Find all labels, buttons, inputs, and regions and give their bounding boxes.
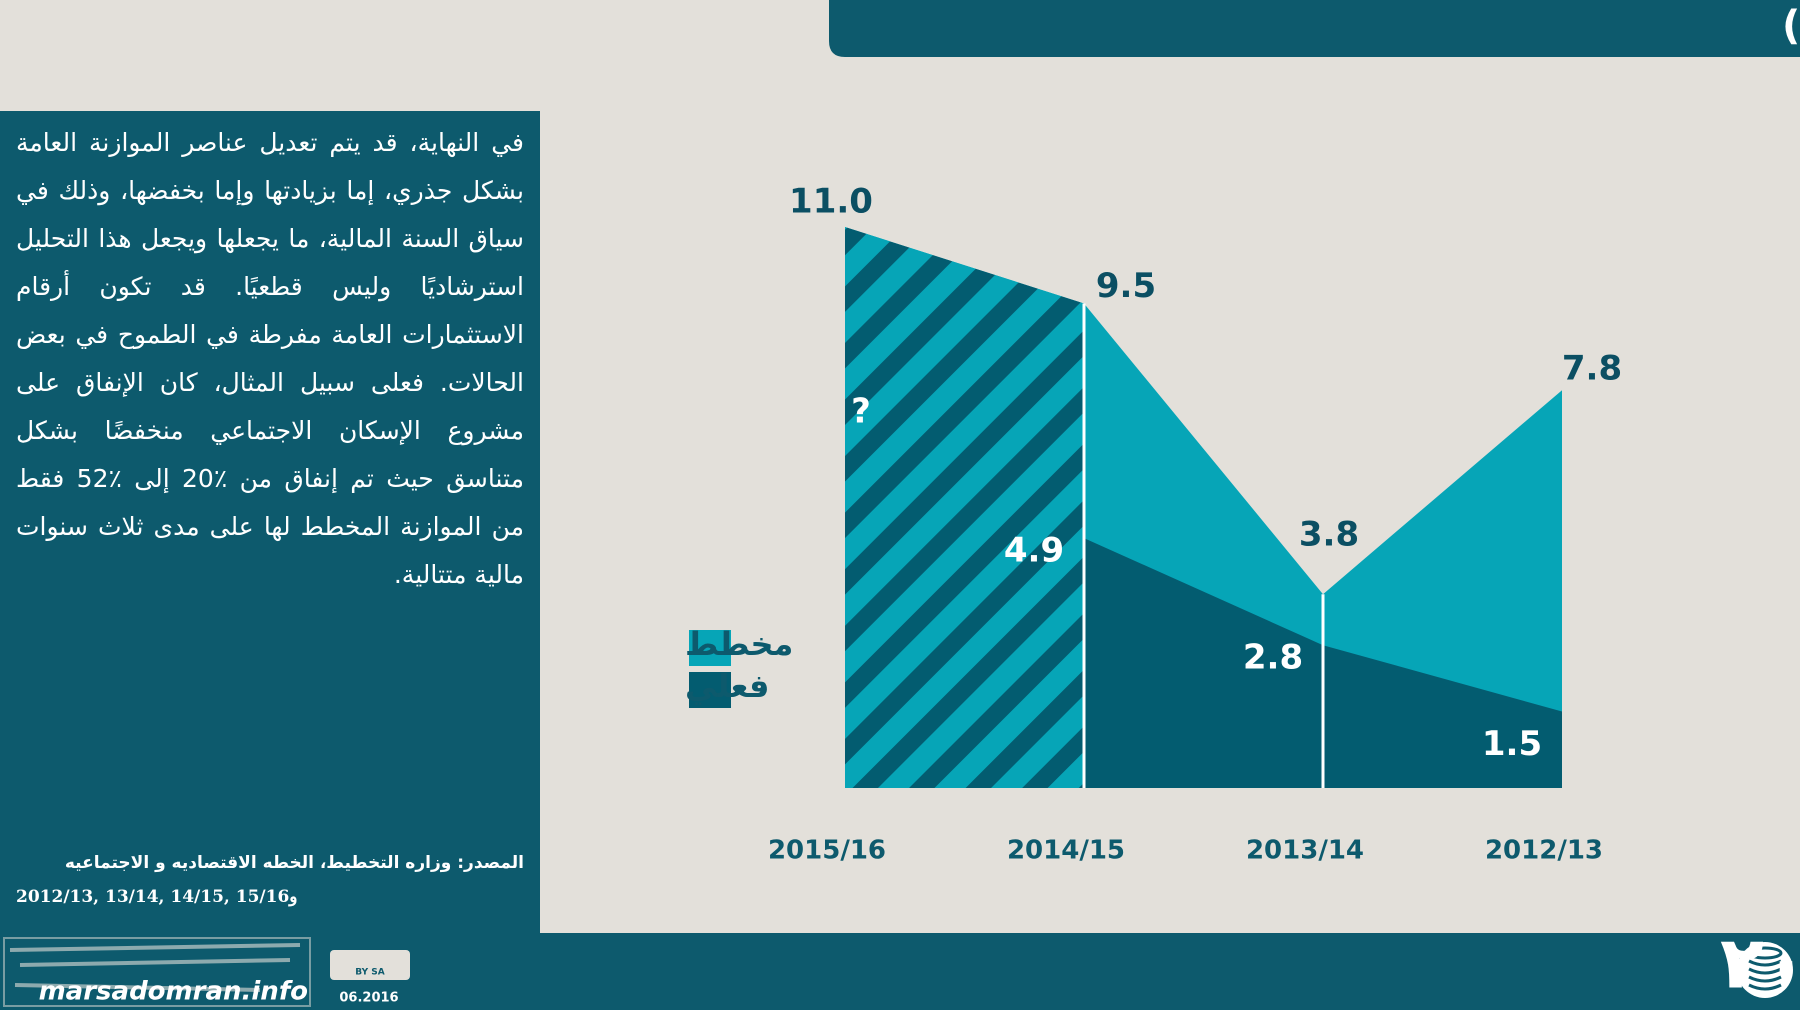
x-tick-label: 2012/13	[1485, 836, 1603, 866]
coin-icon	[1737, 942, 1793, 998]
x-tick-label: 2014/15	[1007, 836, 1125, 866]
value-label: 11.0	[789, 182, 873, 222]
legend-label: مخطط	[685, 625, 793, 663]
value-label: 4.9	[1004, 531, 1064, 571]
license: BY SA	[355, 968, 385, 978]
site-name: marsadomran.info	[39, 977, 308, 1007]
legend-swatch	[689, 672, 731, 708]
footer-title: موازنة العمران ٢٠١٥/٢٠١٦	[1720, 921, 1800, 1006]
x-tick-label: 2013/14	[1246, 836, 1364, 866]
annotation: ?	[851, 392, 871, 432]
x-tick-label: 2015/16	[768, 836, 886, 866]
legend-swatch	[689, 630, 731, 666]
unknown-actual-area	[845, 227, 1084, 788]
paragraph: في النهاية، قد يتم تعديل عناصر الموازنة …	[16, 128, 524, 589]
chart-title: معدل إنخفاض الإنفاق على الإسكان (مليار ج…	[1782, 3, 1800, 49]
date: 06.2016	[339, 991, 398, 1006]
source: المصدر: وزاره التخطيط، الخطه الاقتصاديه …	[16, 846, 524, 914]
value-label: 2.8	[1243, 638, 1303, 678]
value-label: 3.8	[1299, 515, 1359, 555]
value-label: 7.8	[1562, 349, 1622, 389]
value-label: 1.5	[1482, 724, 1542, 764]
logo	[3, 937, 311, 1007]
source-line: 2012/13, 13/14, 14/15, و15/16	[16, 887, 298, 907]
text-panel: في النهاية، قد يتم تعديل عناصر الموازنة …	[0, 111, 540, 933]
title-bar	[829, 0, 1800, 57]
source-line: المصدر: وزاره التخطيط، الخطه الاقتصاديه …	[64, 853, 524, 873]
legend-label: فعلي	[685, 667, 769, 705]
cc-badge	[330, 950, 410, 980]
value-label: 9.5	[1096, 266, 1156, 306]
